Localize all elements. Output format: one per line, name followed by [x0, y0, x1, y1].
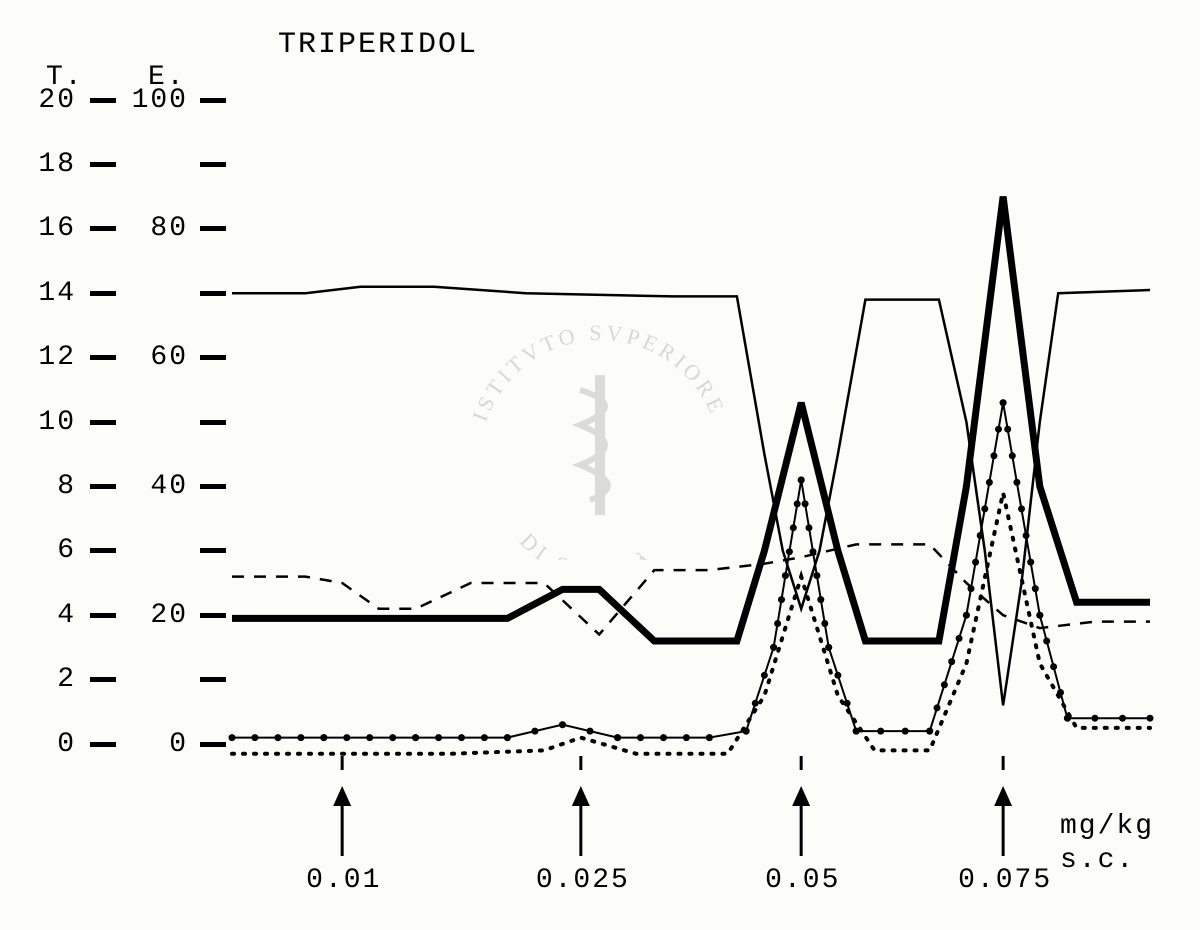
y-left-tick-dash — [90, 355, 116, 360]
y-right-tick-dash — [200, 677, 226, 682]
y-left-tick-label: 0 — [57, 729, 76, 760]
x-tick-label: 0.025 — [536, 865, 630, 896]
plot-svg — [0, 0, 1200, 930]
y-right-tick-dash — [200, 742, 226, 747]
y-left-tick-label: 10 — [38, 407, 76, 438]
series-thick-solid — [232, 197, 1150, 641]
y-right-tick-dash — [200, 291, 226, 296]
y-left-tick-label: 4 — [57, 600, 76, 631]
x-tick-label: 0.075 — [958, 865, 1052, 896]
y-left-tick-label: 14 — [38, 278, 76, 309]
y-left-tick-label: 18 — [38, 149, 76, 180]
y-right-tick-dash — [200, 484, 226, 489]
y-left-tick-dash — [90, 291, 116, 296]
y-left-tick-label: 16 — [38, 213, 76, 244]
y-right-tick-dash — [200, 420, 226, 425]
x-tick-label: 0.01 — [306, 865, 381, 896]
y-right-tick-dash — [200, 98, 226, 103]
y-left-tick-dash — [90, 98, 116, 103]
y-left-tick-dash — [90, 677, 116, 682]
y-left-tick-label: 20 — [38, 85, 76, 116]
y-right-tick-label: 60 — [150, 342, 188, 373]
y-right-tick-dash — [200, 613, 226, 618]
y-left-tick-label: 12 — [38, 342, 76, 373]
x-tick-label: 0.05 — [765, 865, 840, 896]
y-right-tick-dash — [200, 355, 226, 360]
chart-root: TRIPERIDOL T. E. mg/kg s.c. ISTITVTO SVP… — [0, 0, 1200, 930]
y-left-tick-label: 6 — [57, 535, 76, 566]
series-dotted — [232, 493, 1150, 754]
y-left-tick-dash — [90, 742, 116, 747]
y-left-tick-dash — [90, 226, 116, 231]
y-left-tick-dash — [90, 613, 116, 618]
y-right-tick-label: 100 — [132, 85, 188, 116]
y-right-tick-dash — [200, 226, 226, 231]
y-left-tick-dash — [90, 548, 116, 553]
y-left-tick-dash — [90, 420, 116, 425]
y-left-tick-label: 2 — [57, 664, 76, 695]
y-right-tick-dash — [200, 162, 226, 167]
y-right-tick-label: 0 — [169, 729, 188, 760]
y-right-tick-label: 80 — [150, 213, 188, 244]
y-left-tick-dash — [90, 484, 116, 489]
y-left-tick-label: 8 — [57, 471, 76, 502]
y-right-tick-label: 40 — [150, 471, 188, 502]
y-right-tick-label: 20 — [150, 600, 188, 631]
y-left-tick-dash — [90, 162, 116, 167]
y-right-tick-dash — [200, 548, 226, 553]
